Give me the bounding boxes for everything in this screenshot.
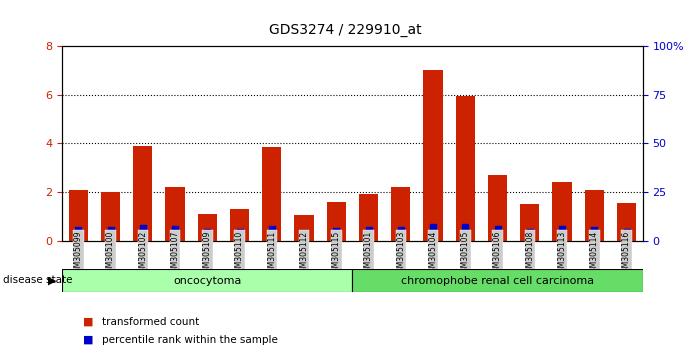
Bar [352, 269, 643, 292]
Bar [165, 187, 184, 241]
Text: GSM305116: GSM305116 [622, 231, 631, 277]
Point [395, 227, 406, 233]
Bar [133, 146, 153, 241]
Text: GSM305103: GSM305103 [396, 231, 406, 277]
Point [169, 227, 180, 232]
Point [202, 229, 213, 235]
Point [524, 229, 536, 234]
Text: GSM305108: GSM305108 [525, 231, 534, 277]
Bar [294, 215, 314, 241]
Point [331, 228, 342, 234]
Text: GSM305107: GSM305107 [171, 231, 180, 277]
Text: ■: ■ [83, 335, 93, 345]
Point [556, 226, 567, 232]
Text: GSM305105: GSM305105 [461, 231, 470, 277]
Point [299, 230, 310, 235]
Bar [488, 175, 507, 241]
Text: GSM305102: GSM305102 [138, 231, 147, 277]
Point [621, 229, 632, 234]
Text: GSM305112: GSM305112 [299, 231, 309, 277]
Text: GSM305113: GSM305113 [558, 231, 567, 277]
Bar [585, 190, 604, 241]
Point [428, 224, 439, 229]
Point [492, 226, 503, 232]
Bar [424, 70, 443, 241]
Text: GSM305114: GSM305114 [589, 231, 599, 277]
Text: GSM305100: GSM305100 [106, 231, 115, 277]
Text: disease state: disease state [3, 275, 73, 285]
Bar [617, 203, 636, 241]
Text: GSM305115: GSM305115 [332, 231, 341, 277]
Point [266, 226, 277, 232]
Text: GSM305101: GSM305101 [364, 231, 373, 277]
Bar [101, 192, 120, 241]
Bar [520, 204, 540, 241]
Point [73, 227, 84, 233]
Text: transformed count: transformed count [102, 317, 200, 327]
Text: ▶: ▶ [48, 275, 57, 285]
Bar [552, 182, 571, 241]
Point [105, 227, 116, 233]
Text: percentile rank within the sample: percentile rank within the sample [102, 335, 278, 345]
Point [138, 225, 149, 231]
Text: GSM305110: GSM305110 [235, 231, 244, 277]
Bar [198, 214, 217, 241]
Point [589, 227, 600, 233]
Text: ■: ■ [83, 317, 93, 327]
Text: GSM305111: GSM305111 [267, 231, 276, 277]
Bar [62, 269, 352, 292]
Text: chromophobe renal cell carcinoma: chromophobe renal cell carcinoma [401, 275, 594, 286]
Bar [262, 147, 281, 241]
Text: GSM305109: GSM305109 [202, 231, 212, 277]
Point [234, 229, 245, 235]
Text: GDS3274 / 229910_at: GDS3274 / 229910_at [269, 23, 422, 37]
Text: GSM305104: GSM305104 [428, 231, 437, 277]
Bar [230, 209, 249, 241]
Point [460, 224, 471, 230]
Text: GSM305099: GSM305099 [74, 231, 83, 277]
Bar [68, 190, 88, 241]
Text: GSM305106: GSM305106 [493, 231, 502, 277]
Text: oncocytoma: oncocytoma [173, 275, 241, 286]
Point [363, 228, 374, 233]
Bar [327, 202, 346, 241]
Bar [391, 187, 410, 241]
Bar [455, 96, 475, 241]
Bar [359, 194, 378, 241]
